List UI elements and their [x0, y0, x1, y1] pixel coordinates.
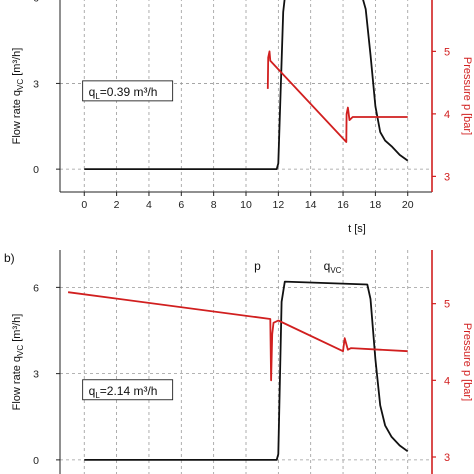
series-label: qVC	[324, 259, 342, 275]
pressure-line	[67, 291, 408, 382]
series-label: p	[254, 259, 261, 273]
flow-rate-line	[84, 280, 409, 461]
x-tick-label: 0	[81, 199, 87, 211]
y-tick-label: 3	[33, 369, 39, 381]
panel-2: 0 3 6 3 4 5 Flow rate qVC [m³/h] Pressure p [ba…	[4, 250, 473, 474]
y2-tick-label: 3	[444, 171, 450, 183]
x-tick-label: 6	[178, 199, 184, 211]
x-tick-label: 12	[273, 199, 285, 211]
pressure-line	[266, 50, 408, 143]
panel-label: b)	[4, 251, 15, 265]
y2-tick-label: 4	[444, 109, 450, 121]
panel-1: 0 3 6 3 4 5 0 2 4 6 8 10 12 14 16 18 20 t [s] Flow rate qV…	[11, 0, 473, 235]
x-tick-label: 16	[337, 199, 349, 211]
x-tick-label: 18	[370, 199, 382, 211]
flow-rate-line	[84, 0, 409, 171]
y2-axis-label: Pressure p [bar]	[461, 57, 473, 135]
x-tick-label: 8	[211, 199, 217, 211]
y2-tick-label: 5	[444, 46, 450, 58]
y-tick-label: 3	[33, 78, 39, 90]
annotation-text: qL=0.39 m³/h	[89, 85, 158, 101]
y-tick-label: 0	[33, 455, 39, 467]
y2-tick-label: 5	[444, 299, 450, 311]
annotation-box	[82, 80, 174, 102]
x-tick-label: 14	[305, 199, 317, 211]
x-tick-label: 2	[114, 199, 120, 211]
y2-tick-label: 3	[444, 452, 450, 464]
annotation-text: qL=2.14 m³/h	[89, 384, 158, 400]
y2-tick-label: 4	[444, 375, 450, 387]
x-axis-label: t [s]	[348, 223, 366, 235]
y-axis-label: Flow rate qVC [m³/h]	[11, 48, 25, 145]
x-tick-label: 20	[402, 199, 414, 211]
x-tick-label: 10	[240, 199, 252, 211]
y-tick-label: 0	[33, 164, 39, 176]
annotation-box	[82, 379, 174, 401]
y-tick-label: 6	[33, 282, 39, 294]
x-tick-label: 4	[146, 199, 152, 211]
y-tick-label: 6	[33, 0, 39, 5]
y-axis-label: Flow rate qVC [m³/h]	[11, 314, 25, 411]
y2-axis-label: Pressure p [bar]	[461, 323, 473, 401]
